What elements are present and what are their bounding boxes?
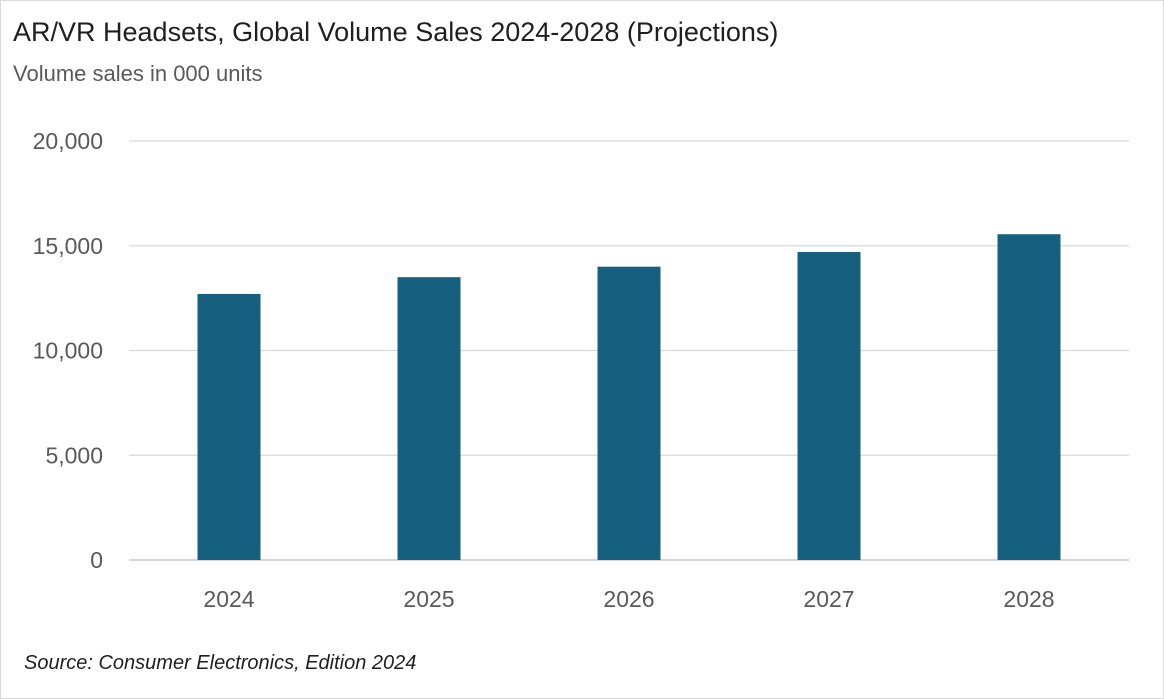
chart-subtitle: Volume sales in 000 units [13,61,263,86]
source-note: Source: Consumer Electronics, Edition 20… [24,652,417,674]
y-tick-label: 0 [90,547,103,573]
chart-title: AR/VR Headsets, Global Volume Sales 2024… [13,17,779,47]
x-tick-label: 2025 [403,586,454,612]
bar-2026 [597,266,661,560]
y-tick-label: 10,000 [33,338,103,364]
y-tick-label: 5,000 [45,442,103,468]
bars [197,234,1061,561]
x-tick-label: 2027 [803,586,854,612]
y-tick-label: 20,000 [33,128,103,154]
bar-2025 [397,277,461,560]
x-tick-label: 2024 [203,586,254,612]
y-axis-ticks: 0 5,000 10,000 15,000 20,000 [33,128,103,573]
bar-2028 [997,234,1061,561]
x-axis-ticks: 2024 2025 2026 2027 2028 [203,586,1054,612]
x-tick-label: 2026 [603,586,654,612]
bar-2024 [197,293,261,560]
x-tick-label: 2028 [1003,586,1054,612]
bar-2027 [797,252,861,560]
y-tick-label: 15,000 [33,233,103,259]
